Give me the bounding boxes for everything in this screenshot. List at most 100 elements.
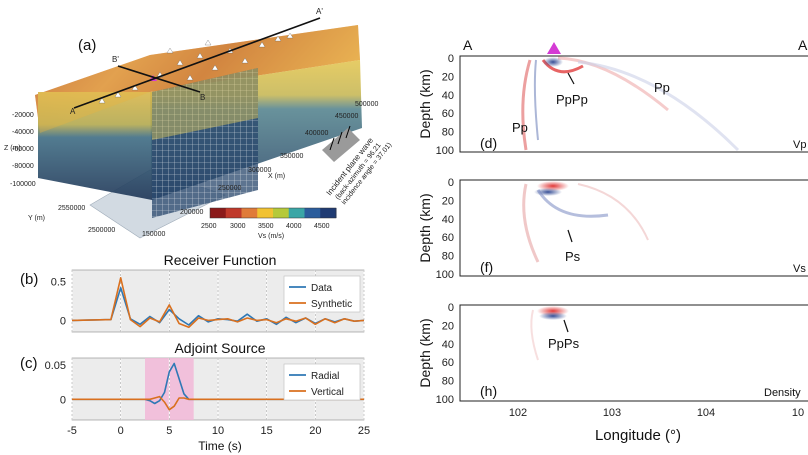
section-a-label: A [463,37,473,53]
x-tick-label: 10 [212,425,224,437]
x-tick-8: 150000 [142,231,165,238]
longitude-axis-label: Longitude (°) [595,427,681,444]
legend-label: Radial [311,371,339,382]
waveform-panels: (b) Receiver Function 0.50DataSynthetic … [20,252,370,453]
profile-a-end: A' [316,7,323,16]
profile-line-aa [73,17,321,109]
x-tick-1: 500000 [355,101,378,108]
model-top-face [35,25,360,133]
lon-tick-105: 10 [792,407,804,419]
z-tick-4: -80000 [12,163,34,170]
depth-ticks: 0 20 40 60 80 100 0 20 40 60 80 100 0 20 40 60 80 100 [436,53,454,406]
x-axis-title: X (m) [268,173,285,180]
lon-tick-102: 102 [509,407,527,419]
depth-label-d: Depth (km) [417,69,433,138]
source-marker-icon [547,42,561,54]
phase-ps: Ps [565,249,581,264]
colorbar-segment [241,208,258,218]
cbar-tick-2: 3000 [230,223,246,230]
model-front-face [38,92,152,200]
cbar-label: Vs (m/s) [258,233,284,240]
section-d: PpPp Pp Pp (d) Vp [459,55,808,153]
depth-tick-label: 60 [442,357,454,369]
depth-tick-label: 0 [448,53,454,65]
receiver-function-chart: 0.5 0 Data Synthetic [51,269,365,333]
cbar-tick-5: 4500 [314,223,330,230]
cbar-tick-3: 3500 [258,223,274,230]
cross-section-panels: A A' PpPp Pp Pp (d) Vp Ps (f) Vs [417,37,808,444]
x-tick-2: 450000 [335,113,358,120]
x-tick-label: -5 [67,425,77,437]
panel-b-label: (b) [20,271,38,288]
lon-tick-104: 104 [697,407,715,419]
depth-tick-label: 40 [442,339,454,351]
profile-line-bb [117,65,201,93]
phase-pppp: PpPp [556,92,588,107]
colorbar-segment [225,208,242,218]
depth-tick-label: 100 [436,394,454,406]
profile-a-start: A [70,107,76,116]
y-axis-title: Y (m) [28,215,45,222]
x-tick-5: 300000 [248,167,271,174]
panel-d-tag: Vp [793,139,806,151]
colorbar-segment [273,208,290,218]
colorbar-segment [210,208,227,218]
series-vertical [72,395,364,411]
colorbar-segment [288,208,305,218]
legend-label: Vertical [311,387,344,398]
legend-label: Synthetic [311,299,352,310]
depth-tick-label: 80 [442,251,454,263]
depth-tick-label: 80 [442,376,454,388]
depth-tick-label: 100 [436,269,454,281]
lon-tick-103: 103 [603,407,621,419]
panel-h-tag: Density [764,387,801,399]
depth-tick-label: 100 [436,145,454,157]
z-tick-1: -20000 [12,112,34,119]
profile-b-end: B' [112,55,119,64]
depth-tick-label: 20 [442,195,454,207]
x-tick-label: 0 [118,425,124,437]
cbar-tick-1: 2500 [201,223,217,230]
depth-tick-label: 80 [442,127,454,139]
x-tick-label: 25 [358,425,370,437]
y-tick-label: 0 [60,315,66,327]
depth-label-f: Depth (km) [417,193,433,262]
cbar-tick-4: 4000 [286,223,302,230]
panel-a-label: (a) [78,37,96,54]
depth-label-h: Depth (km) [417,318,433,387]
legend-box [283,275,361,313]
y-tick-label: 0 [60,394,66,406]
depth-tick-label: 40 [442,214,454,226]
z-axis-title: Z (m) [4,145,21,152]
time-axis-label: Time (s) [198,439,242,453]
station-markers [98,32,294,104]
y-tick-label: 0.5 [51,277,66,289]
panel-h-label: (h) [480,383,497,399]
x-tick-label: 5 [166,425,172,437]
legend-label: Data [311,283,333,294]
x-tick-7: 200000 [180,209,203,216]
rf-title: Receiver Function [164,252,277,268]
x-tick-4: 350000 [280,153,303,160]
colorbar-segment [304,208,321,218]
model-3d-panel: (a) A A' B' B Z (m) -20000 -40000 -60000… [4,7,393,240]
colorbar-segment [320,208,337,218]
z-tick-2: -40000 [12,129,34,136]
y-tick-2: 2500000 [88,227,115,234]
depth-tick-label: 40 [442,90,454,102]
depth-tick-label: 0 [448,302,454,314]
plane-wave-icon [322,128,360,162]
velocity-colorbar [209,207,337,219]
x-tick-3: 400000 [305,130,328,137]
adjoint-source-chart: 0.05 0 -5 0 5 10 15 20 25 Radial Vertical [45,357,370,437]
colorbar-segment [257,208,274,218]
depth-tick-label: 0 [448,177,454,189]
x-tick-6: 250000 [218,185,241,192]
depth-tick-label: 20 [442,71,454,83]
phase-pp-right: Pp [654,80,670,95]
section-h: PpPs (h) Density [459,304,808,402]
z-tick-3: -60000 [12,146,34,153]
section-f: Ps (f) Vs [459,179,808,277]
depth-tick-label: 20 [442,320,454,332]
adjoint-title: Adjoint Source [174,340,265,356]
